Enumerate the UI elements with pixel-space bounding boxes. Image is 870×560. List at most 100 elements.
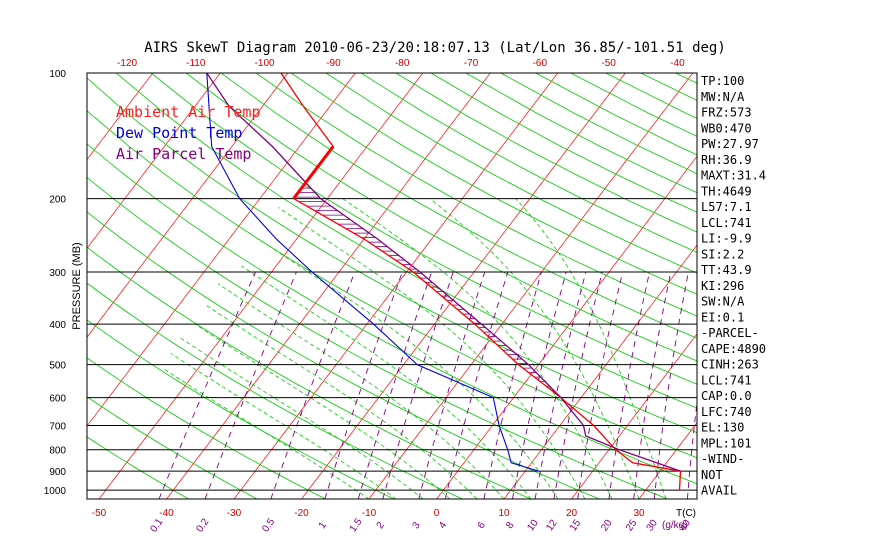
mixing-ratio-tick-label: 1.5 [348, 516, 365, 534]
mixing-ratio-tick-label: 0.1 [148, 516, 165, 534]
moist-adiabat-line [205, 304, 478, 499]
dry-adiabat-line [500, 73, 697, 175]
mixing-ratio-tick-label: 0.5 [260, 516, 277, 534]
dry-adiabat-line [360, 73, 697, 253]
dry-adiabat-line [87, 177, 668, 499]
index-label: LCL:741 [701, 373, 752, 387]
y-tick-label: 100 [49, 69, 66, 80]
index-label: TP:100 [701, 74, 744, 88]
mixing-ratio-tick-label: 12 [544, 517, 560, 533]
isotherm-line [233, 73, 559, 499]
x-top-tick-label: -110 [186, 58, 206, 69]
mixing-ratio-line [553, 271, 603, 499]
mixing-ratio-tick-label: 0.2 [194, 516, 211, 534]
dry-adiabat-line [87, 396, 258, 499]
index-label: CINH:263 [701, 358, 759, 372]
mixing-ratio-tick-label: 20 [599, 517, 615, 533]
dry-adiabat-line [87, 436, 189, 499]
mixing-ratio-tick-label: 15 [568, 518, 584, 534]
dry-adiabat-line [290, 73, 697, 295]
index-label: EL:130 [701, 421, 744, 435]
dry-adiabat-line [87, 282, 463, 499]
dry-adiabat-line [87, 357, 326, 499]
dry-adiabat-line [325, 73, 697, 274]
mixing-ratio-tick-label: 8 [504, 520, 516, 531]
cape-hatch [294, 183, 559, 396]
isotherm-line [301, 73, 626, 499]
mixing-ratio-tick-label: 10 [525, 518, 541, 534]
mixing-ratio-line [633, 271, 672, 499]
y-tick-label: 900 [49, 467, 66, 478]
x-bottom-tick-label: 10 [498, 508, 510, 519]
mixing-ratio-tick-label: 30 [645, 518, 661, 534]
index-label: LCL:741 [701, 216, 752, 230]
mixing-ratio-tick-label: 6 [476, 520, 488, 531]
legend: Ambient Air Temp Dew Point Temp Air Parcel… [116, 103, 261, 163]
index-label: RH:36.9 [701, 153, 752, 167]
mixing-ratio-line [534, 271, 587, 499]
profiles [206, 73, 682, 491]
moist-adiabat-line [162, 367, 370, 499]
x-bottom-tick-label: -30 [227, 508, 242, 519]
mixing-ratio-tick-label: 25 [624, 518, 640, 534]
y-tick-label: 300 [49, 268, 66, 279]
plot-frame [86, 72, 698, 500]
isotherm-line [87, 73, 221, 250]
index-label: MW:N/A [701, 90, 745, 104]
x-bottom-tick-label: -50 [92, 508, 107, 519]
x-bottom-tick-label: -20 [294, 508, 309, 519]
mixing-ratio-line [357, 271, 433, 499]
y-tick-label: 200 [49, 195, 66, 206]
legend-entry: Dew Point Temp [116, 124, 242, 142]
y-tick-label: 500 [49, 361, 66, 372]
isotherm-line [638, 422, 697, 499]
x-bottom-tick-label: -10 [362, 508, 377, 519]
index-label: KI:296 [701, 279, 744, 293]
x-bottom-axis-label: T(C) [676, 508, 696, 519]
mixing-ratio-line [608, 271, 650, 499]
isotherm-line [87, 73, 154, 161]
dry-adiabat-line [87, 319, 395, 499]
mixing-ratio-line [418, 271, 486, 499]
index-label: CAPE:4890 [701, 342, 766, 356]
dry-adiabat-line [87, 143, 697, 485]
dry-adiabat-line [87, 77, 697, 434]
index-label: CAP:0.0 [701, 389, 752, 403]
index-label: -PARCEL- [701, 326, 759, 340]
index-label: WB0:470 [701, 121, 752, 135]
dry-adiabat-line [395, 73, 697, 233]
ambient-isothermal-segment [292, 145, 335, 200]
index-label: SI:2.2 [701, 247, 744, 261]
isotherm-line [436, 155, 697, 499]
mixing-ratio-line [483, 271, 542, 499]
mixing-ratio-line [444, 271, 509, 499]
isotherm-line [98, 73, 424, 499]
mixing-ratio-tick-label: 2 [375, 520, 387, 531]
mixing-ratio-line [324, 271, 403, 499]
mixing-ratio-line [382, 271, 454, 499]
index-label: FRZ:573 [701, 106, 752, 120]
moist-adiabat-line [278, 207, 586, 499]
y-tick-label: 400 [49, 320, 66, 331]
index-label: TT:43.9 [701, 263, 752, 277]
mixing-ratio-tick-label: 4 [437, 520, 449, 531]
isotherm-line [571, 333, 697, 499]
axes: 0.1 0.2 0.5 1 1.5 2 3 4 6 8 10 12 15 20 25 30 40(g/kg)10… [44, 58, 696, 534]
dry-adiabat-line [220, 73, 697, 339]
profile-line-1 [206, 73, 539, 472]
mixing-ratio-line [204, 271, 297, 499]
x-bottom-tick-label: -40 [159, 508, 174, 519]
profile-line-2 [206, 73, 681, 472]
index-label: MPL:101 [701, 436, 752, 450]
y-tick-label: 1000 [44, 486, 67, 497]
index-label: TH:4649 [701, 184, 752, 198]
moist-adiabat-line [170, 353, 397, 499]
y-tick-label: 600 [49, 394, 66, 405]
moist-adiabat-line [515, 198, 667, 499]
mixing-ratio-line [577, 271, 624, 499]
index-label: LFC:740 [701, 405, 752, 419]
moist-adiabat-line [217, 283, 505, 499]
dry-adiabat-line [87, 110, 697, 459]
x-top-tick-label: -100 [255, 58, 275, 69]
